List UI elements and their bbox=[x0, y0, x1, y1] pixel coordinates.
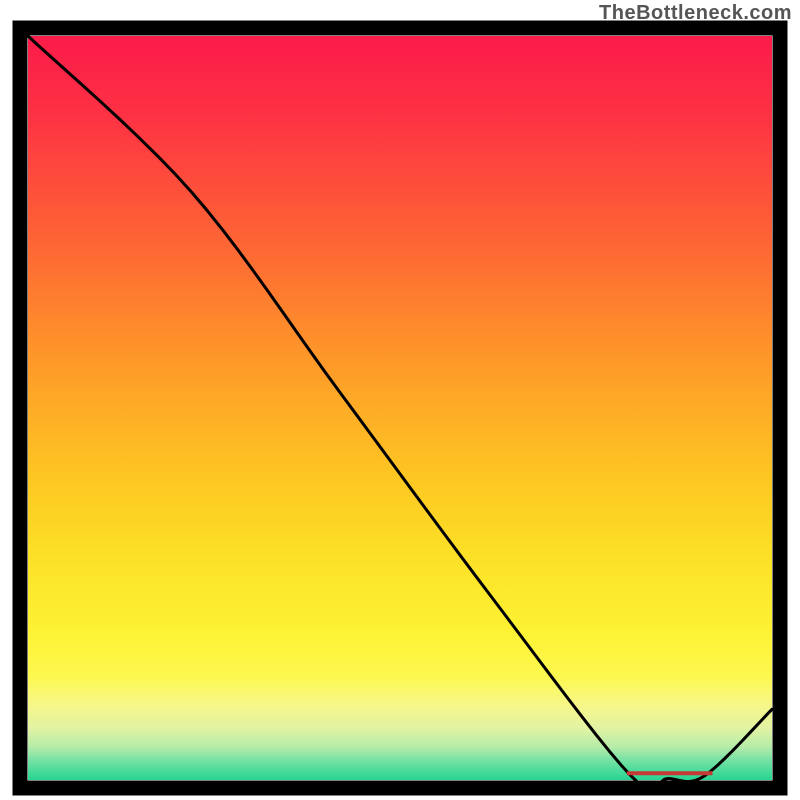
watermark-label: TheBottleneck.com bbox=[599, 2, 792, 25]
chart-frame: TheBottleneck.com bbox=[0, 0, 800, 800]
gradient-line-chart bbox=[0, 0, 800, 800]
gradient-background bbox=[28, 36, 772, 780]
